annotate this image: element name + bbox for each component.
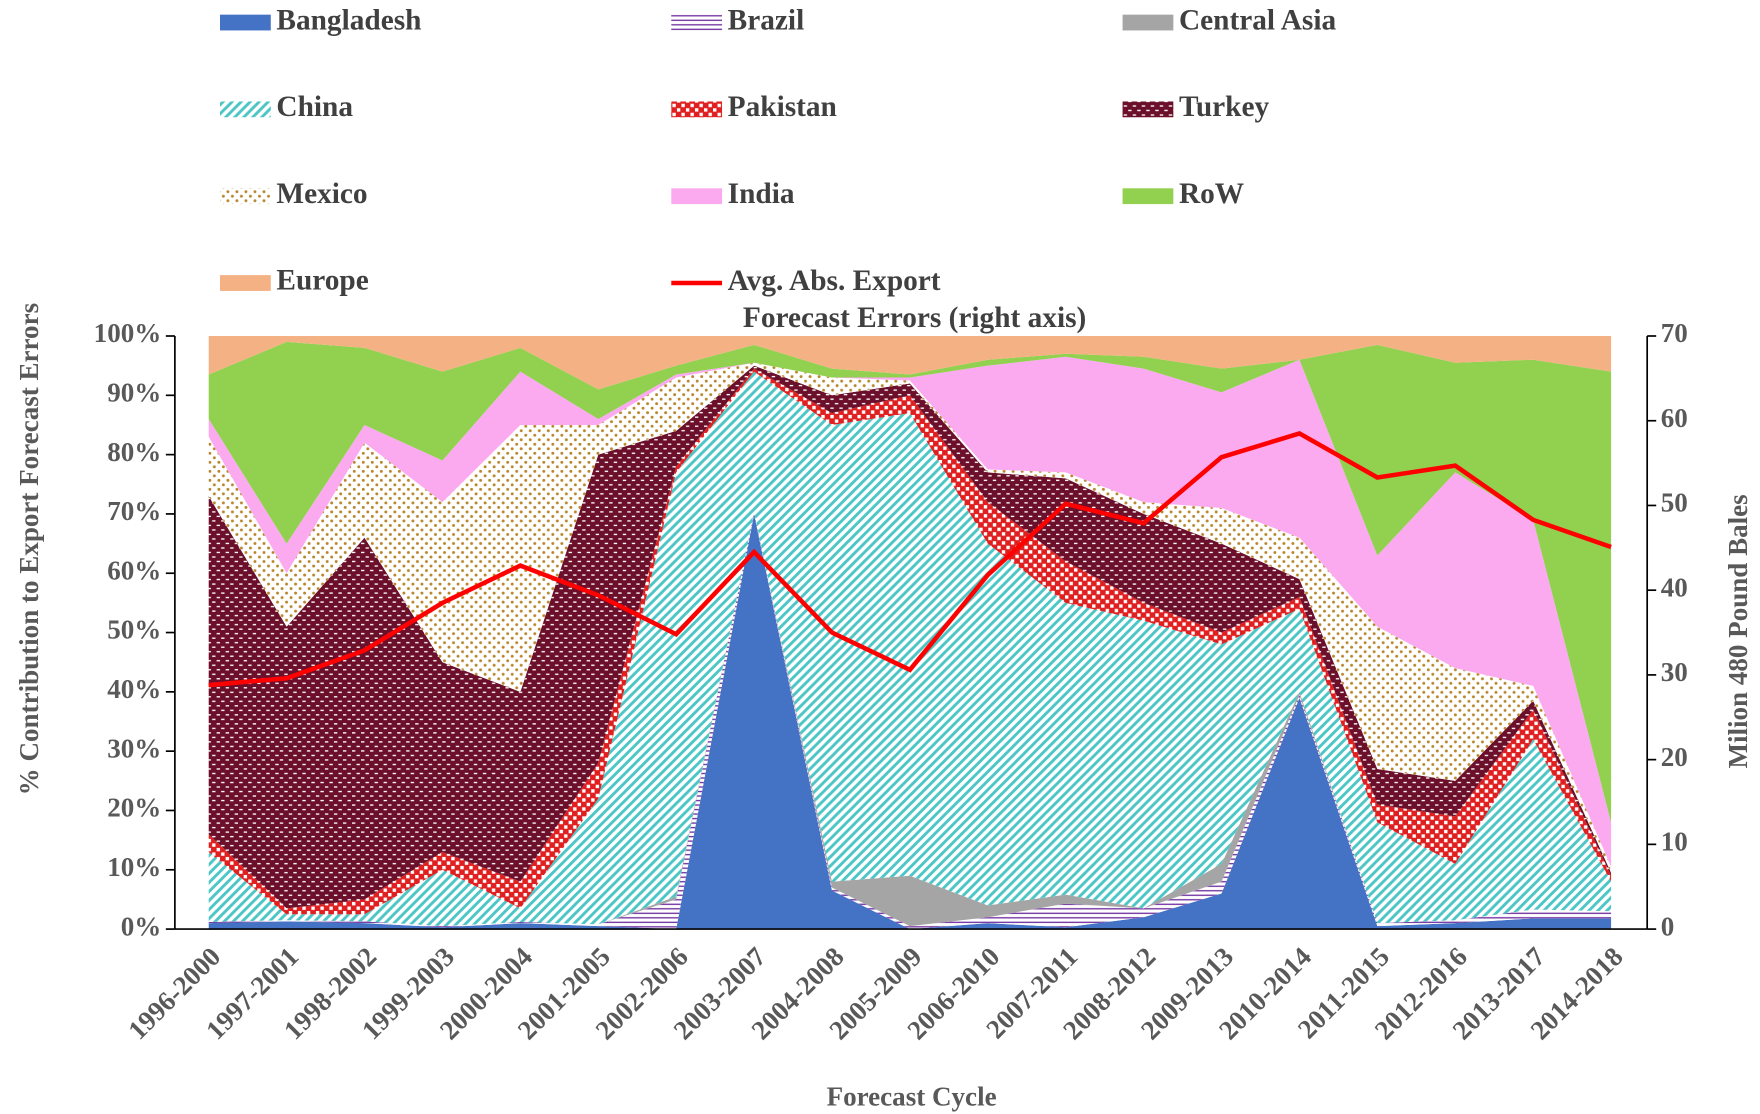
y-tick-label: 20% [107,793,161,823]
legend-label: Bangladesh [276,4,421,36]
y2-tick-label: 10 [1661,827,1688,857]
y2-tick-label: 0 [1661,911,1675,941]
plot-area [208,336,1612,930]
legend-label: Turkey [1179,91,1270,123]
area-7 [208,356,1612,867]
legend-swatch [1122,101,1174,118]
legend-swatch [671,101,723,118]
y-tick-label: 70% [107,496,161,526]
x-axis-title: Forecast Cycle [827,1082,997,1112]
y2-tick-label: 20 [1661,742,1688,772]
legend-label: Pakistan [728,91,837,123]
y-tick-label: 80% [107,437,161,467]
area-6 [208,362,1612,873]
y2-tick-label: 60 [1661,403,1688,433]
legend-label: Mexico [276,178,367,210]
line-series [208,430,1612,688]
legend-label: India [728,178,795,210]
legend-label: China [276,91,353,123]
y-axis-title: % Contribution to Export Forecast Errors [14,303,44,795]
y-tick-label: 10% [107,852,161,882]
legend-swatch [220,275,271,291]
area-9 [208,336,1612,390]
legend-swatch [1122,14,1174,31]
legend-swatch [671,14,723,31]
legend-label: Brazil [728,4,805,36]
y-tick-label: 30% [107,733,161,763]
y-tick-label: 50% [107,615,161,645]
legend-swatch [220,101,271,118]
y2-tick-label: 30 [1661,657,1688,687]
area-3 [208,371,1612,927]
y2-tick-label: 70 [1661,318,1688,348]
y-tick-label: 60% [107,555,161,585]
y-tick-label: 0% [121,911,162,941]
legend-label: RoW [1179,178,1244,210]
y-tick-label: 90% [107,378,161,408]
legend-swatch [220,14,271,31]
area-8 [208,341,1612,823]
legend-label: Avg. Abs. Export Forecast Errors (right … [728,265,1087,334]
y2-axis-title: Milion 480 Pound Bales [1723,494,1753,768]
area-0 [208,513,1612,930]
legend-swatch [220,188,271,205]
legend-label: Europe [276,265,368,297]
y2-tick-label: 40 [1661,572,1688,602]
area-5 [208,365,1612,909]
legend-swatch [671,188,723,205]
y-tick-label: 100% [94,318,162,348]
y-tick-label: 40% [107,674,161,704]
legend-swatch [1122,188,1174,205]
legend-label: Central Asia [1179,4,1337,36]
y2-tick-label: 50 [1661,488,1688,518]
